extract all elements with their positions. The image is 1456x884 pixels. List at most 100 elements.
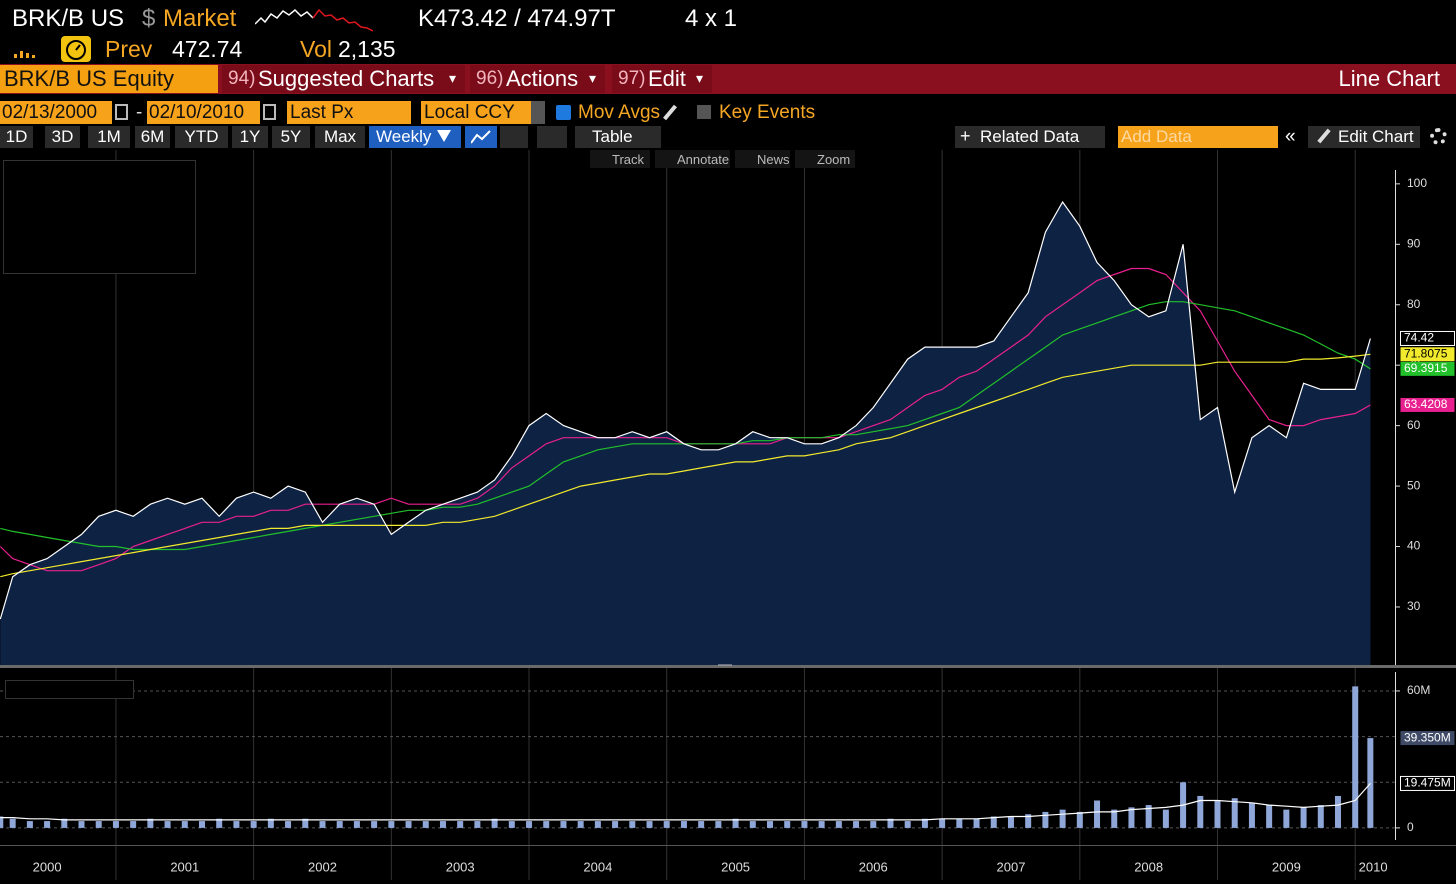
x-tick-label: 2005	[721, 859, 750, 874]
menu-arrow: ▾	[696, 70, 704, 86]
tool-label: Track	[612, 152, 645, 167]
period-button[interactable]: Max	[315, 126, 365, 148]
tool-button[interactable]	[655, 150, 730, 168]
bar	[784, 821, 791, 828]
bar-style-button[interactable]	[500, 126, 528, 148]
period-button[interactable]: 5Y	[272, 126, 310, 148]
y-tick-label: 80	[1407, 297, 1421, 311]
bar	[1352, 686, 1359, 828]
bar	[216, 818, 223, 828]
add-data-box[interactable]	[1118, 126, 1278, 148]
volume-icon	[14, 51, 35, 58]
bar	[612, 821, 619, 828]
x-tick-label: 2003	[446, 859, 475, 874]
x-tick-label: 2000	[33, 859, 62, 874]
menu-label: Edit	[648, 66, 686, 91]
bar	[749, 821, 756, 828]
bar	[130, 821, 137, 828]
security-box[interactable]	[0, 65, 218, 93]
last-value-label: 63.4208	[1404, 397, 1448, 411]
collapse-icon[interactable]: «	[1285, 126, 1296, 147]
style-dropdown[interactable]	[537, 126, 567, 148]
frequency: Weekly	[376, 127, 432, 146]
add-data: Add Data	[1121, 127, 1192, 146]
menu-arrow: ▾	[589, 70, 597, 86]
x-tick-label: 2004	[583, 859, 612, 874]
last-value-label: 74.42	[1404, 331, 1434, 345]
ticker: BRK/B US	[12, 5, 125, 32]
currency: $	[142, 5, 156, 32]
period-button[interactable]: 6M	[135, 126, 170, 148]
menu-num: 97)	[618, 68, 646, 89]
bar	[1162, 809, 1169, 828]
period-button[interactable]: YTD	[175, 126, 228, 148]
bar	[1042, 811, 1049, 828]
key-events-checkbox[interactable]	[697, 105, 711, 119]
period-button[interactable]: 3D	[45, 126, 80, 148]
bar	[336, 821, 343, 828]
related-data: Related Data	[980, 127, 1080, 146]
edit-chart: Edit Chart	[1338, 127, 1414, 146]
menu-item[interactable]	[222, 65, 465, 93]
bar	[9, 818, 16, 828]
security: BRK/B US Equity	[4, 66, 174, 91]
bar	[147, 818, 154, 828]
mov-avgs: Mov Avgs	[578, 102, 661, 123]
period-button[interactable]: 1D	[0, 126, 33, 148]
tool-button[interactable]	[735, 150, 790, 168]
menu-num: 94)	[228, 68, 256, 89]
edit-chart-button[interactable]	[1308, 126, 1420, 148]
menu-item[interactable]	[612, 65, 712, 93]
settings-icon[interactable]	[1430, 128, 1447, 145]
calendar-icon[interactable]	[115, 104, 128, 120]
bar	[715, 821, 722, 828]
y-tick-label: 0	[1407, 820, 1414, 834]
start-date-box[interactable]	[0, 101, 112, 124]
bar	[663, 821, 670, 828]
bar	[439, 821, 446, 828]
tool-button[interactable]	[590, 150, 650, 168]
layout: 4 x 1	[685, 5, 738, 32]
volume-legend-box	[5, 680, 134, 699]
line	[0, 353, 1371, 578]
bar	[904, 821, 911, 828]
line	[0, 200, 1371, 620]
ccy-dropdown[interactable]	[531, 101, 545, 124]
bar	[112, 821, 119, 828]
end-date: 02/10/2010	[149, 102, 245, 123]
gauge-ring	[66, 40, 86, 60]
y-tick-label: 40	[1407, 539, 1421, 553]
last-value-badge	[1400, 347, 1455, 362]
gauge-icon[interactable]	[61, 36, 91, 62]
y-tick-label: 50	[1407, 478, 1421, 492]
tool-button[interactable]	[795, 150, 855, 168]
bar	[629, 821, 636, 828]
related-data-button[interactable]	[955, 126, 1105, 148]
bar	[95, 821, 102, 828]
mov-avgs-checkbox[interactable]	[556, 105, 571, 120]
bar	[1128, 807, 1135, 828]
sparkline-up	[255, 8, 314, 25]
bar	[353, 821, 360, 828]
icon-bar	[20, 51, 23, 58]
y-tick-label: 100	[1407, 176, 1427, 190]
bar	[181, 821, 188, 828]
legend-box	[3, 160, 196, 274]
menu-item[interactable]	[470, 65, 605, 93]
end-date-box[interactable]	[147, 101, 260, 124]
calendar-icon[interactable]	[263, 104, 276, 120]
price-area	[0, 202, 1371, 665]
field-box[interactable]	[287, 101, 411, 124]
table-button[interactable]	[575, 126, 661, 148]
bar	[1283, 809, 1290, 828]
y-tick-label: 90	[1407, 236, 1421, 250]
bar	[388, 821, 395, 828]
x-tick-label: 2006	[859, 859, 888, 874]
bar	[577, 821, 584, 828]
period-button[interactable]: 1M	[88, 126, 130, 148]
bar	[594, 821, 601, 828]
ccy-box[interactable]	[421, 101, 531, 124]
bar	[199, 821, 206, 828]
bar	[680, 821, 687, 828]
period-button[interactable]: 1Y	[232, 126, 268, 148]
